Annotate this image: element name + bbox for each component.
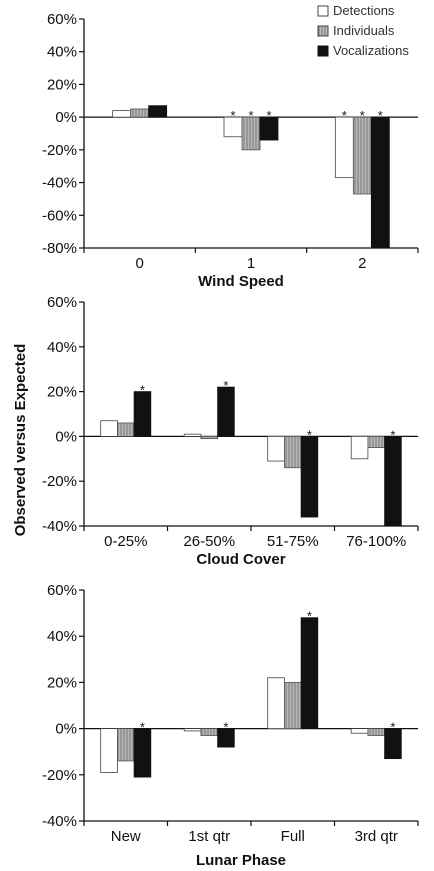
y-tick-label: 20% [47,76,77,93]
bar-detections [350,728,369,734]
bar-individuals [283,682,302,730]
y-tick-label: 0% [55,428,77,445]
bar-vocalizations [217,728,235,748]
significance-marker: * [140,720,145,735]
x-category-label: New [111,828,141,845]
y-tick-label: 20% [47,674,77,691]
y-tick-label: 0% [55,721,77,738]
y-tick-label: 40% [47,44,77,61]
x-category-label: 3rd qtr [355,828,398,845]
y-tick-label: -40% [42,813,77,830]
bar-vocalizations [300,435,319,518]
x-axis-label: Cloud Cover [196,551,285,568]
x-category-label: 26-50% [183,533,235,550]
significance-marker: * [390,427,395,442]
legend-swatch-detections [317,5,329,17]
significance-marker: * [223,720,228,735]
bar-individuals [352,116,372,195]
significance-marker: * [390,720,395,735]
legend-label-detections: Detections [333,3,395,18]
y-tick-label: 20% [47,384,77,401]
y-tick-label: 60% [47,11,77,28]
bar-detections [334,116,354,179]
y-tick-label: -60% [42,207,77,224]
y-tick-label: -20% [42,142,77,159]
bar-individuals [367,728,385,736]
significance-marker: * [266,108,271,123]
bar-individuals [117,728,135,762]
bar-individuals [367,435,385,448]
y-tick-label: 0% [55,109,77,126]
significance-marker: * [230,108,235,123]
significance-marker: * [378,108,383,123]
y-tick-label: -80% [42,240,77,257]
legend-label-individuals: Individuals [333,23,395,38]
significance-marker: * [307,427,312,442]
x-category-label: 0-25% [104,533,147,550]
y-tick-label: 60% [47,294,77,311]
bar-individuals [200,728,218,736]
significance-marker: * [223,378,228,393]
bar-individuals [283,435,302,469]
y-tick-label: 40% [47,339,77,356]
bar-detections [100,420,118,437]
significance-marker: * [248,108,253,123]
x-category-label: 1st qtr [188,828,230,845]
y-axis-label: Observed versus Expected [12,344,29,537]
bar-vocalizations [133,391,152,437]
bar-detections [183,728,202,732]
bar-vocalizations [300,617,319,729]
significance-marker: * [342,108,347,123]
bar-individuals [200,435,218,440]
bar-detections [267,435,285,462]
y-tick-label: -40% [42,175,77,192]
bar-vocalizations [384,728,402,760]
bar-vocalizations [259,116,279,141]
y-tick-label: 60% [47,582,77,599]
bar-individuals [130,108,150,118]
chart-lunar-phase: -40% -20% 0% 20% 40% 60% * New * 1st qtr * Full * 3rd… [42,582,419,869]
bar-detections [267,677,285,730]
x-category-label: 0 [135,255,143,272]
bar-individuals [117,422,135,437]
bar-detections [350,435,369,460]
bar-detections [112,110,132,118]
x-axis-label: Lunar Phase [196,852,286,869]
y-tick-label: -40% [42,518,77,535]
legend-swatch-vocalizations [317,45,329,57]
significance-marker: * [307,609,312,624]
significance-marker: * [360,108,365,123]
legend: Detections Individuals Vocalizations [317,3,409,58]
x-category-label: 2 [358,255,366,272]
legend-swatch-individuals [317,25,329,37]
chart-wind-speed: -80% -60% -40% -20% 0% 20% 40% 60% 0 * * * 1 * * * 2 Wind… [42,11,419,290]
y-tick-label: -20% [42,767,77,784]
x-category-label: Full [281,828,305,845]
x-category-label: 76-100% [346,533,406,550]
bar-vocalizations [148,105,168,118]
bar-vocalizations [133,728,152,778]
legend-label-vocalizations: Vocalizations [333,43,409,58]
x-axis-label: Wind Speed [198,273,284,290]
y-tick-label: -20% [42,473,77,490]
bar-vocalizations [217,386,235,437]
chart-cloud-cover: -40% -20% 0% 20% 40% 60% * 0-25% * 26-50% * 51-75% *… [42,294,419,568]
x-category-label: 1 [247,255,255,272]
bar-vocalizations [370,116,390,249]
bar-vocalizations [384,435,402,527]
x-category-label: 51-75% [267,533,319,550]
bar-detections [100,728,118,773]
bar-detections [183,433,202,437]
y-tick-label: 40% [47,628,77,645]
significance-marker: * [140,383,145,398]
